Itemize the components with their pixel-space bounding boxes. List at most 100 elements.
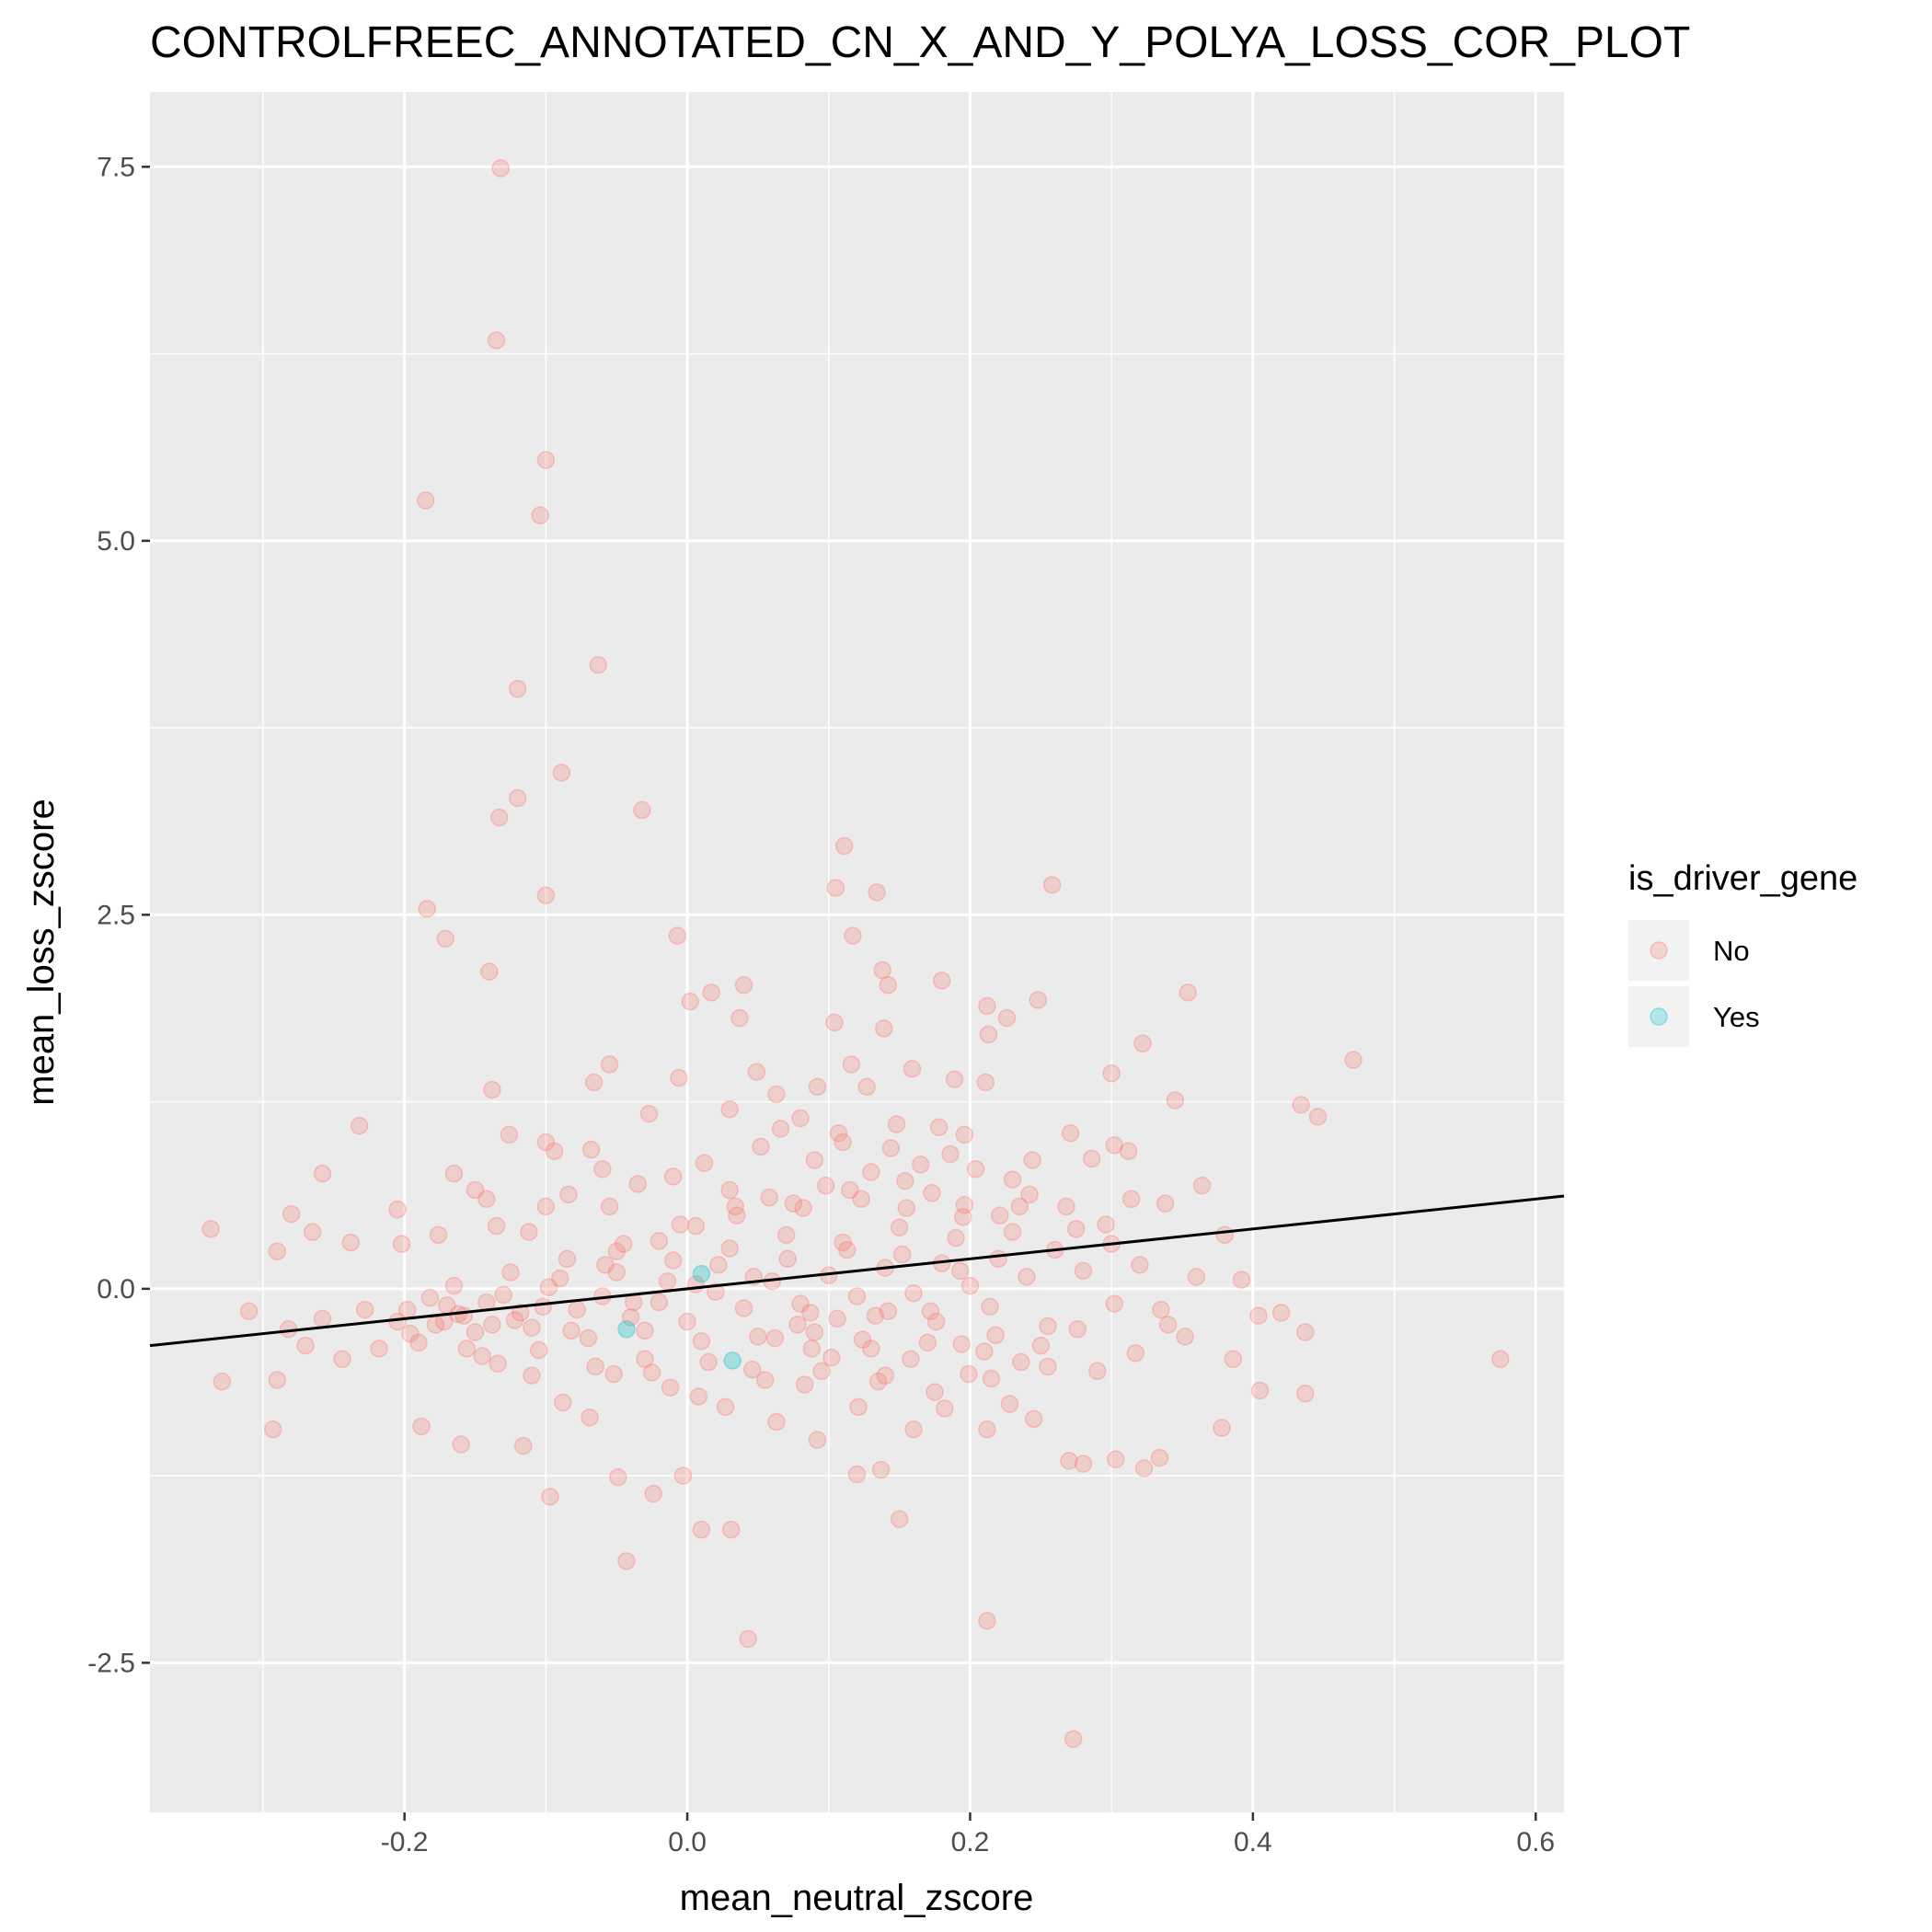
data-point-no — [581, 1140, 601, 1159]
data-point-no — [1187, 1268, 1206, 1286]
data-point-no — [436, 929, 454, 949]
data-point-no — [767, 1085, 786, 1104]
data-point-no — [454, 1306, 473, 1325]
data-point-no — [552, 764, 571, 782]
data-point-no — [1068, 1320, 1087, 1339]
data-point-no — [296, 1336, 315, 1355]
data-point-no — [1020, 1185, 1039, 1204]
data-point-no — [841, 1180, 859, 1200]
data-point-no — [1039, 1357, 1057, 1376]
data-point-no — [853, 1330, 872, 1349]
data-point-no — [1023, 1151, 1041, 1169]
data-point-no — [559, 1185, 578, 1204]
data-point-no — [678, 1312, 696, 1331]
data-point-no — [438, 1296, 456, 1315]
data-point-no — [1097, 1215, 1115, 1234]
data-point-no — [1000, 1395, 1019, 1413]
data-point-no — [743, 1360, 762, 1379]
data-point-no — [1271, 1304, 1291, 1322]
data-point-no — [418, 900, 437, 918]
data-point-no — [1082, 1149, 1101, 1168]
data-point-no — [268, 1242, 287, 1260]
data-point-no — [392, 1235, 411, 1253]
data-point-no — [849, 1397, 868, 1417]
data-point-no — [1102, 1064, 1121, 1083]
data-point-no — [686, 1216, 706, 1236]
data-point-no — [1126, 1344, 1145, 1363]
data-point-no — [350, 1116, 369, 1135]
legend-key-yes-marker — [1650, 1007, 1668, 1026]
data-point-no — [644, 1484, 662, 1503]
data-point-no — [550, 1269, 569, 1288]
data-point-no — [716, 1397, 735, 1417]
data-point-no — [1003, 1170, 1022, 1189]
data-point-yes — [723, 1351, 742, 1370]
data-point-no — [950, 1261, 970, 1281]
data-point-no — [834, 1133, 852, 1152]
data-point-no — [536, 886, 556, 904]
data-point-no — [795, 1375, 814, 1394]
data-point-no — [752, 1137, 770, 1156]
x-tick-label: 0.6 — [1516, 1827, 1555, 1857]
data-point-no — [873, 960, 891, 980]
data-point-no — [636, 1321, 654, 1340]
data-point-no — [890, 1510, 909, 1529]
data-point-no — [536, 1133, 556, 1152]
data-point-no — [692, 1520, 711, 1539]
data-point-no — [477, 1190, 496, 1209]
data-point-no — [397, 1300, 417, 1319]
legend-label-no: No — [1713, 935, 1750, 967]
data-point-no — [734, 1299, 753, 1317]
data-point-no — [947, 1228, 965, 1248]
x-tick-label: -0.2 — [381, 1827, 429, 1857]
data-point-no — [489, 808, 509, 827]
data-point-no — [1060, 1452, 1078, 1470]
data-point-no — [1024, 1409, 1043, 1429]
data-point-no — [911, 1156, 930, 1174]
legend: is_driver_gene No Yes — [1628, 859, 1857, 1047]
data-point-no — [355, 1300, 374, 1319]
data-point-no — [213, 1372, 232, 1391]
data-point-no — [593, 1160, 612, 1179]
data-point-no — [673, 1466, 693, 1485]
data-point-no — [500, 1125, 519, 1144]
data-point-no — [720, 1180, 739, 1200]
data-point-no — [501, 1263, 520, 1282]
data-point-no — [621, 1308, 640, 1327]
data-point-no — [808, 1431, 827, 1449]
data-point-no — [1213, 1419, 1231, 1437]
data-point-no — [545, 1142, 564, 1161]
data-point-no — [1295, 1384, 1315, 1403]
data-point-no — [600, 1197, 619, 1216]
legend-key-no — [1628, 920, 1689, 981]
data-point-no — [452, 1435, 470, 1454]
data-point-no — [921, 1302, 940, 1321]
data-point-no — [923, 1184, 941, 1202]
x-tick-label: 0.0 — [668, 1827, 707, 1857]
data-point-no — [822, 1348, 841, 1367]
data-point-no — [936, 1399, 954, 1418]
y-tick-label: 5.0 — [97, 526, 135, 557]
y-tick-label: 0.0 — [97, 1274, 135, 1305]
y-tick-label: 7.5 — [97, 152, 135, 182]
legend-label-yes: Yes — [1713, 1001, 1760, 1033]
data-point-no — [584, 1073, 604, 1092]
data-point-no — [333, 1350, 351, 1369]
data-point-no — [749, 1328, 767, 1346]
data-point-no — [747, 1063, 766, 1081]
data-point-no — [765, 1328, 785, 1348]
data-point-no — [897, 1199, 916, 1217]
data-point-no — [990, 1206, 1009, 1225]
data-point-no — [788, 1316, 807, 1334]
data-point-no — [636, 1350, 654, 1369]
data-point-no — [541, 1488, 559, 1506]
data-point-no — [808, 1077, 827, 1097]
data-point-no — [304, 1223, 322, 1241]
data-point-no — [834, 836, 854, 856]
data-point-no — [239, 1302, 259, 1321]
data-point-no — [954, 1208, 972, 1226]
data-point-no — [426, 1316, 445, 1334]
plot-panel — [150, 92, 1564, 1812]
data-point-no — [1134, 1459, 1154, 1478]
